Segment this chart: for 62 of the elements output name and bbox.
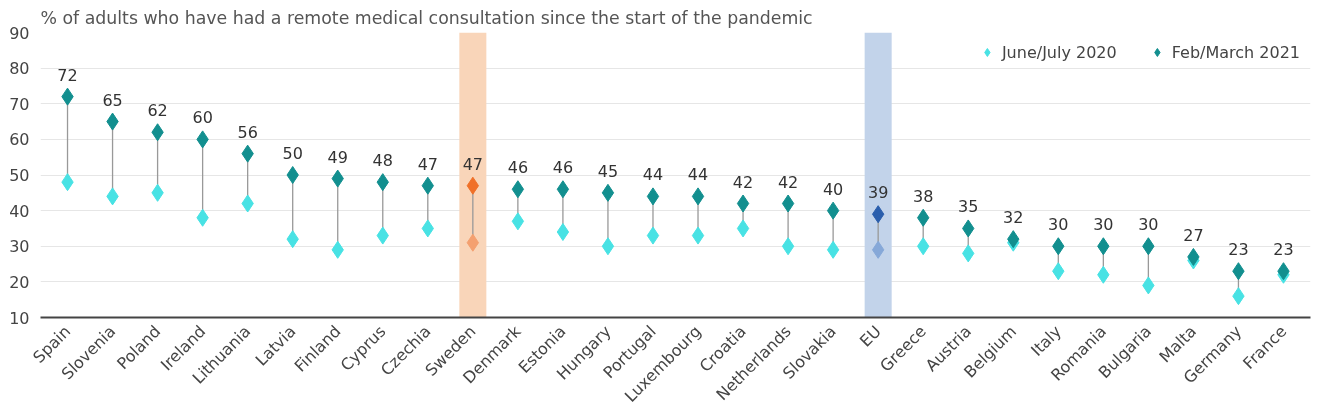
point xyxy=(286,166,299,184)
data-label: 45 xyxy=(597,161,619,181)
point xyxy=(601,183,615,202)
y-tick-label: 90 xyxy=(9,23,30,43)
y-tick-label: 50 xyxy=(9,166,30,185)
data-label: 42 xyxy=(732,172,754,192)
point xyxy=(781,237,795,256)
point xyxy=(736,219,750,238)
data-label: 35 xyxy=(958,197,979,217)
legend-label: June/July 2020 xyxy=(1001,42,1117,62)
y-tick-label: 80 xyxy=(9,59,30,79)
y-tick-label: 40 xyxy=(9,201,30,221)
y-tick-label: 60 xyxy=(9,130,30,150)
x-tick-label: EU xyxy=(856,321,885,351)
point xyxy=(691,187,705,206)
data-label: 44 xyxy=(687,165,709,185)
point xyxy=(871,205,885,224)
point xyxy=(511,180,525,199)
point xyxy=(556,223,570,241)
point xyxy=(826,201,840,220)
data-label: 32 xyxy=(1003,208,1024,228)
chart-title: % of adults who have had a remote medical consultation since the start of the pandemic xyxy=(40,7,813,28)
y-tick-label: 10 xyxy=(9,308,30,328)
data-label: 48 xyxy=(372,151,393,171)
data-label: 46 xyxy=(507,158,529,178)
legend-label: Feb/March 2021 xyxy=(1171,42,1300,62)
y-tick-label: 20 xyxy=(9,272,30,292)
data-label: 72 xyxy=(57,65,78,85)
point xyxy=(601,237,615,256)
data-label: 23 xyxy=(1228,240,1249,260)
point xyxy=(871,240,885,259)
y-tick-label: 70 xyxy=(9,94,30,114)
data-label: 49 xyxy=(327,147,348,167)
y-tick-label: 30 xyxy=(9,237,30,257)
point xyxy=(466,176,480,195)
point xyxy=(826,240,840,259)
point xyxy=(511,212,525,231)
data-label: 30 xyxy=(1093,215,1114,235)
point xyxy=(691,226,705,245)
data-label: 44 xyxy=(642,165,664,185)
point xyxy=(781,194,795,213)
point xyxy=(466,233,480,252)
data-label: 38 xyxy=(913,186,934,206)
data-label: 62 xyxy=(147,101,168,121)
data-label: 50 xyxy=(282,144,303,163)
point xyxy=(736,194,750,213)
data-label: 47 xyxy=(462,154,484,174)
data-label: 46 xyxy=(552,158,574,178)
point xyxy=(646,226,660,245)
data-label: 27 xyxy=(1183,225,1204,245)
data-label: 23 xyxy=(1273,240,1294,260)
point xyxy=(556,180,570,199)
point xyxy=(646,187,660,206)
data-label: 56 xyxy=(237,122,258,142)
data-label: 30 xyxy=(1138,215,1159,235)
data-label: 39 xyxy=(867,183,889,203)
data-label: 60 xyxy=(192,108,213,128)
data-label: 65 xyxy=(102,90,123,110)
data-label: 47 xyxy=(417,154,438,174)
data-label: 42 xyxy=(777,172,799,192)
data-label: 30 xyxy=(1048,215,1069,235)
data-label: 40 xyxy=(822,179,844,199)
